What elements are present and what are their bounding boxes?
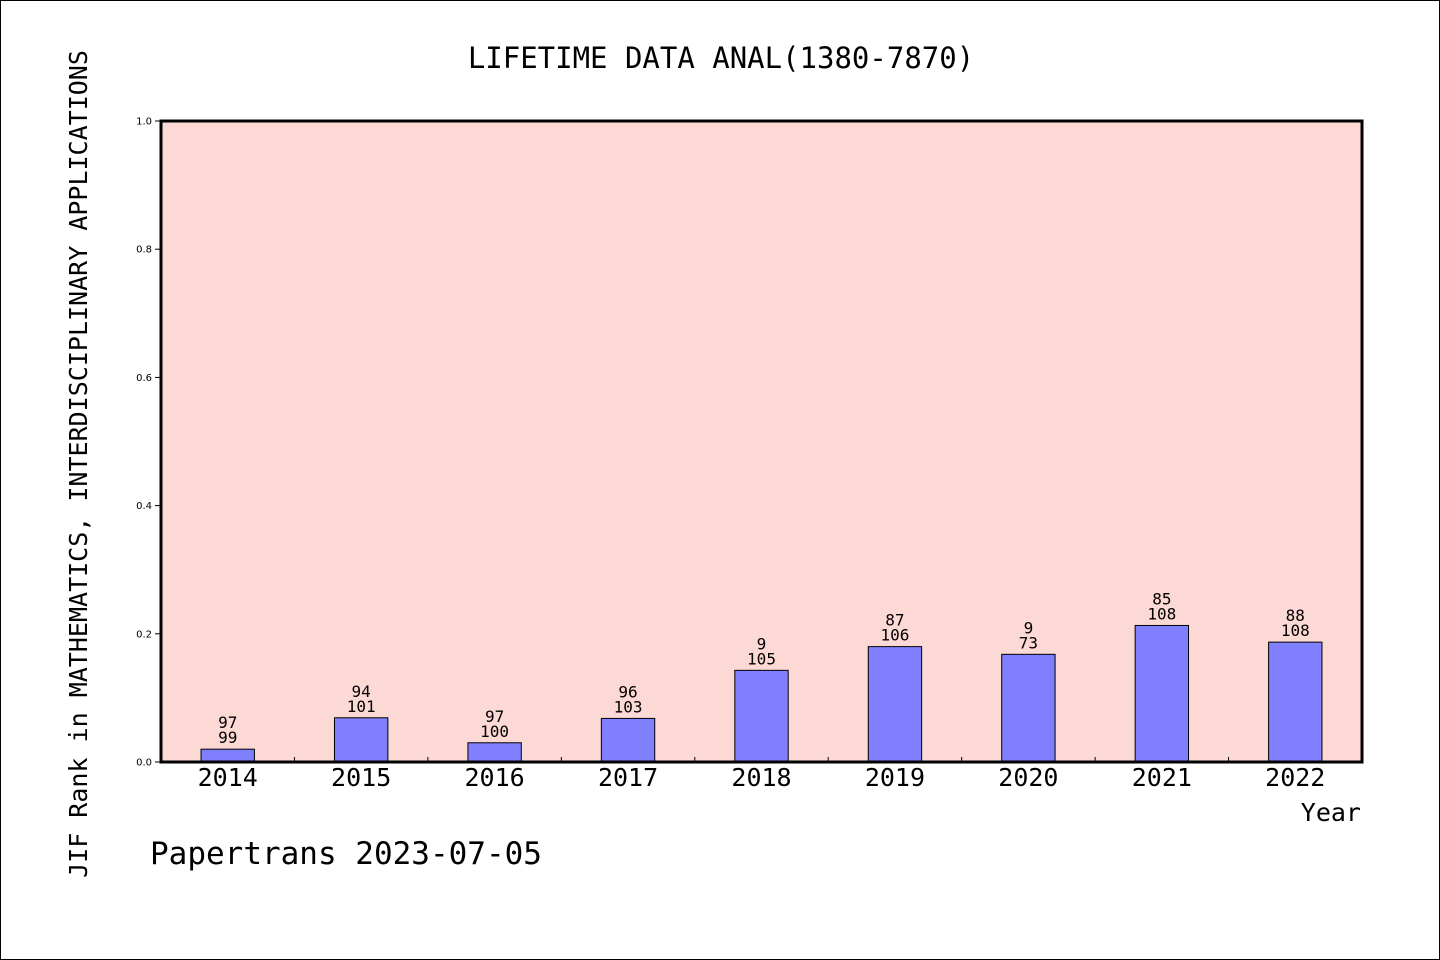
bar-rank-label: 9: [757, 634, 767, 653]
y-tick-label: 1.0: [136, 117, 152, 128]
y-tick-label: 0.8: [136, 245, 152, 256]
plot-border: [159, 119, 1364, 764]
bar-rank-label: 88: [1286, 606, 1305, 625]
x-tick-label: 2015: [331, 763, 391, 792]
bar-total-label: 108: [1281, 621, 1310, 640]
bar-total-label: 103: [614, 697, 643, 716]
x-tick-label: 2019: [865, 763, 925, 792]
bar-rank-label: 87: [885, 611, 904, 630]
y-tick-label: 0.4: [136, 501, 152, 512]
x-tick-label: 2022: [1265, 763, 1325, 792]
bar-rank-label: 97: [218, 713, 237, 732]
y-ticks-layer: 0.0 0.2 0.4 0.6 0.8 1.0: [136, 117, 161, 769]
bar-total-label: 99: [218, 728, 237, 747]
bar-total-label: 106: [880, 626, 909, 645]
bar-rank-label: 9: [1024, 618, 1034, 637]
bar-2016: [467, 742, 522, 763]
bar-total-label: 101: [347, 697, 376, 716]
bar-2022: [1268, 641, 1323, 763]
bar-rank-label: 97: [485, 707, 504, 726]
x-tick-label: 2018: [731, 763, 791, 792]
bar-total-label: 105: [747, 649, 776, 668]
bar-total-label: 108: [1147, 604, 1176, 623]
bar-rank-label: 94: [352, 682, 371, 701]
bar-2020: [1001, 653, 1056, 763]
bar-total-label: 73: [1019, 633, 1038, 652]
y-tick-label: 0.6: [136, 373, 152, 384]
footer-credit: Papertrans 2023-07-05: [150, 836, 542, 872]
y-axis-label: JIF Rank in MATHEMATICS, INTERDISCIPLINA…: [64, 50, 93, 878]
y-tick-label: 0.2: [136, 629, 152, 640]
x-tick-label: 2021: [1132, 763, 1192, 792]
bar-2015: [333, 717, 389, 763]
bar-2014: [200, 748, 255, 763]
bar-rank-label: 96: [618, 682, 637, 701]
y-tick-label: 0.0: [136, 758, 152, 769]
bar-2021: [1134, 624, 1190, 763]
bar-2017: [600, 717, 656, 763]
x-axis-label: Year: [1301, 798, 1361, 827]
x-ticks-layer: 2014 2015 2016 2017 2018 2019 2020 2021 2022: [198, 757, 1325, 792]
x-tick-label: 2017: [598, 763, 658, 792]
bar-2018: [734, 669, 789, 763]
bar-rank-label: 85: [1152, 589, 1171, 608]
x-tick-label: 2016: [465, 763, 525, 792]
bar-total-label: 100: [480, 722, 509, 741]
x-tick-label: 2020: [998, 763, 1058, 792]
chart-title: LIFETIME DATA ANAL(1380-7870): [468, 41, 974, 75]
bar-2019: [867, 646, 923, 763]
x-tick-label: 2014: [198, 763, 258, 792]
